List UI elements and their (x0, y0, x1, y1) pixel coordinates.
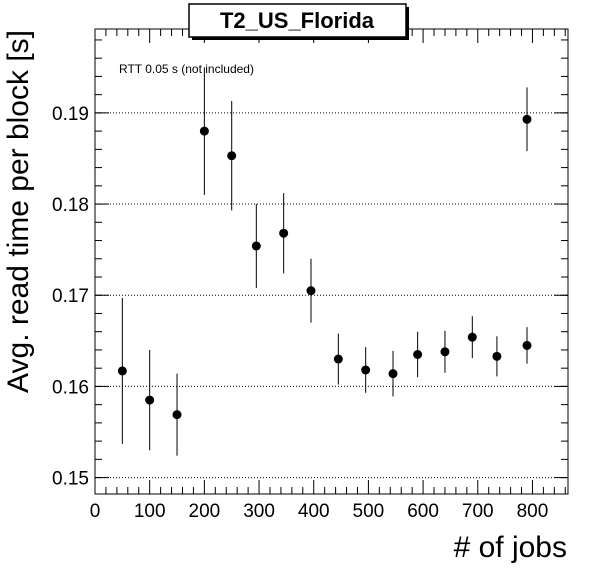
data-point (306, 286, 316, 296)
y-axis-title: Avg. read time per block [s] (2, 30, 35, 393)
x-tick-label: 700 (462, 501, 494, 522)
y-tick-label: 0.17 (52, 286, 89, 307)
data-point (413, 350, 423, 359)
plot-frame (94, 28, 569, 495)
data-point (522, 340, 532, 350)
data-point (117, 366, 127, 376)
title-shadow (192, 37, 408, 40)
data-point (467, 332, 477, 342)
data-point (361, 365, 371, 375)
x-tick-label: 600 (407, 501, 439, 522)
x-tick-label: 200 (189, 501, 221, 522)
data-point (333, 354, 343, 364)
rtt-annotation: RTT 0.05 s (not included) (119, 62, 254, 76)
x-tick-label: 0 (90, 501, 101, 522)
data-point (145, 395, 155, 405)
data-point (279, 228, 289, 238)
x-tick-label: 300 (243, 501, 275, 522)
axis-ticks (94, 29, 568, 494)
grid-lines (95, 112, 568, 479)
x-axis-title: # of jobs (454, 531, 567, 564)
y-tick-label: 0.19 (52, 104, 89, 125)
x-tick-label: 100 (134, 501, 166, 522)
data-point (492, 351, 502, 361)
chart-title: T2_US_Florida (220, 8, 375, 33)
x-tick-label: 500 (353, 501, 385, 522)
x-tick-labels: 0 100 200 300 400 500 600 700 800 (90, 501, 549, 522)
data-point (199, 126, 209, 136)
data-point (227, 151, 237, 161)
title-shadow-side (406, 7, 409, 40)
x-tick-label: 400 (298, 501, 330, 522)
data-point (388, 369, 398, 379)
error-bars (121, 67, 528, 456)
title-box: T2_US_Florida (188, 3, 409, 40)
x-tick-label: 800 (517, 501, 549, 522)
y-tick-label: 0.18 (52, 195, 89, 216)
data-point (172, 410, 182, 420)
data-point (251, 241, 261, 251)
y-tick-labels: 0.15 0.16 0.17 0.18 0.19 (52, 104, 89, 490)
data-point (522, 114, 532, 124)
data-point (440, 347, 450, 357)
data-points (117, 114, 532, 420)
y-tick-label: 0.16 (52, 377, 89, 398)
y-tick-label: 0.15 (52, 469, 89, 490)
